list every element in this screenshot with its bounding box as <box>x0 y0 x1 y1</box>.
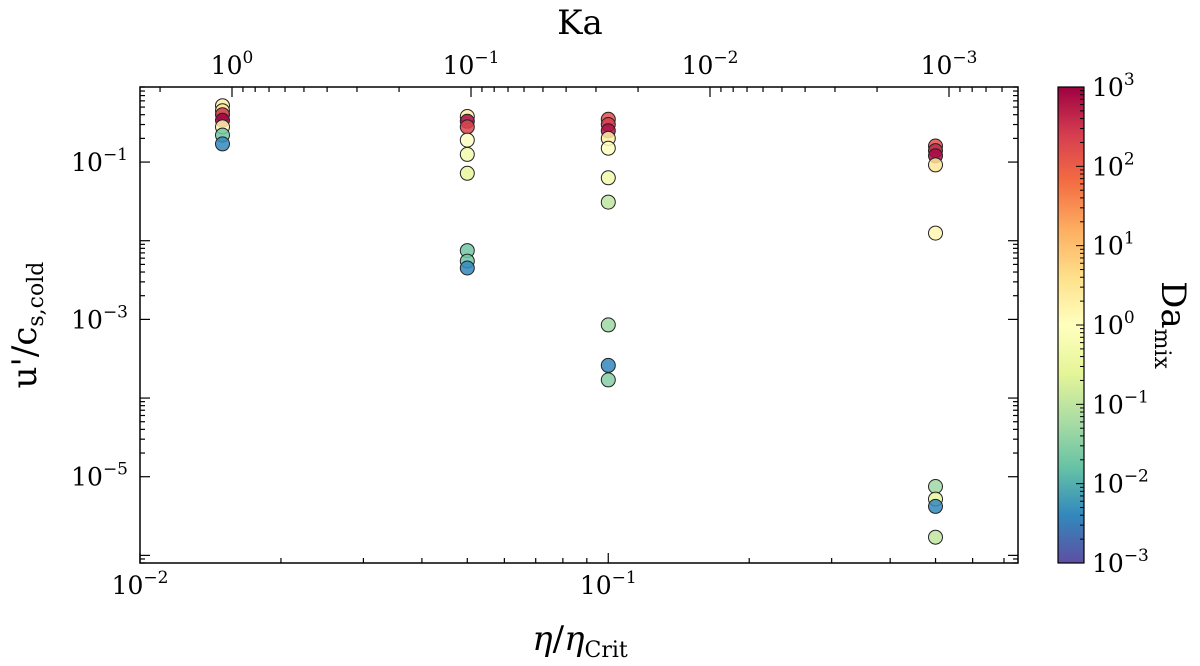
data-point <box>928 479 943 494</box>
data-points <box>215 98 943 545</box>
y-tick-label: 10−5 <box>71 460 128 492</box>
data-point <box>600 194 616 210</box>
data-point <box>928 157 943 173</box>
data-point <box>215 136 230 152</box>
data-point <box>459 260 475 276</box>
colorbar-tick-label: 10−2 <box>1092 467 1149 499</box>
data-point <box>600 357 616 373</box>
data-point <box>928 498 943 514</box>
y-axis-title: u'/cs,cold <box>5 262 49 389</box>
top-tick-label: 10−3 <box>921 48 978 80</box>
axis-ticks <box>139 86 1018 564</box>
x-tick-label: 10−2 <box>112 568 169 600</box>
colorbar-tick-label: 102 <box>1092 149 1135 181</box>
colorbar-title: Damix <box>1149 281 1193 369</box>
data-point <box>459 165 475 181</box>
colorbar-tick-label: 10−1 <box>1092 387 1149 419</box>
colorbar-tick-label: 10−3 <box>1092 546 1149 578</box>
top-axis-title: Ka <box>557 3 603 43</box>
data-point <box>459 146 475 162</box>
plot-frame <box>139 86 1019 564</box>
top-tick-label: 100 <box>211 48 254 80</box>
y-tick-label: 10−1 <box>71 145 128 177</box>
top-tick-label: 10−2 <box>682 48 739 80</box>
data-point <box>928 529 943 545</box>
data-point <box>600 170 616 186</box>
data-point <box>600 140 616 156</box>
x-tick-label: 10−1 <box>580 568 637 600</box>
data-point <box>928 225 943 241</box>
top-tick-label: 10−1 <box>443 48 500 80</box>
data-point <box>459 132 475 148</box>
colorbar-tick-label: 101 <box>1092 229 1135 261</box>
colorbar-ticks: 103 102 101 100 10−1 10−2 10−3 <box>1076 70 1149 578</box>
y-tick-label: 10−3 <box>71 302 128 334</box>
colorbar-tick-label: 100 <box>1092 308 1135 340</box>
x-axis-title: η/ηCrit <box>532 619 628 663</box>
tick-labels: 10−2 10−1 10−1 10−3 10−5 100 10−1 10−2 10−3 <box>71 48 977 600</box>
colorbar-tick-label: 103 <box>1092 70 1135 102</box>
data-point <box>600 372 616 388</box>
data-point <box>600 317 616 333</box>
data-point <box>459 119 475 135</box>
